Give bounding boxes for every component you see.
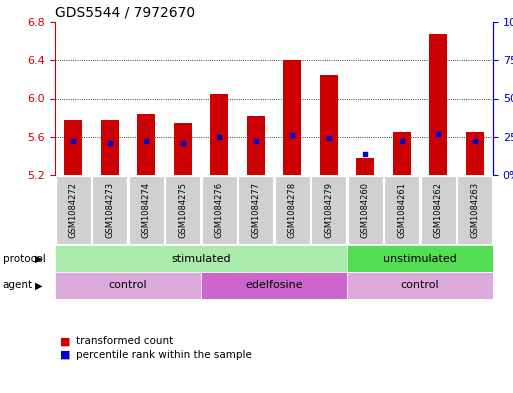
Bar bbox=[210, 94, 228, 175]
Text: control: control bbox=[109, 281, 147, 290]
Bar bbox=[466, 132, 484, 175]
Text: protocol: protocol bbox=[3, 253, 45, 263]
Bar bbox=[165, 176, 200, 244]
Text: edelfosine: edelfosine bbox=[245, 281, 303, 290]
Text: GSM1084260: GSM1084260 bbox=[361, 182, 370, 238]
Bar bbox=[55, 245, 347, 272]
Bar bbox=[429, 35, 447, 175]
Bar bbox=[311, 176, 346, 244]
Text: GSM1084272: GSM1084272 bbox=[69, 182, 78, 238]
Text: ■: ■ bbox=[60, 350, 71, 360]
Bar bbox=[101, 121, 119, 175]
Bar bbox=[201, 272, 347, 299]
Bar bbox=[320, 75, 338, 175]
Bar bbox=[348, 176, 383, 244]
Bar bbox=[356, 158, 374, 175]
Text: GSM1084262: GSM1084262 bbox=[434, 182, 443, 238]
Text: GSM1084274: GSM1084274 bbox=[142, 182, 151, 238]
Text: GSM1084278: GSM1084278 bbox=[288, 182, 297, 238]
Bar bbox=[347, 245, 493, 272]
Text: GSM1084261: GSM1084261 bbox=[397, 182, 406, 238]
Bar bbox=[173, 123, 192, 175]
Bar bbox=[238, 176, 273, 244]
Text: GSM1084273: GSM1084273 bbox=[105, 182, 114, 238]
Text: agent: agent bbox=[3, 281, 33, 290]
Bar bbox=[56, 176, 91, 244]
Text: transformed count: transformed count bbox=[75, 336, 173, 346]
Bar bbox=[137, 114, 155, 175]
Text: control: control bbox=[401, 281, 439, 290]
Bar bbox=[247, 116, 265, 175]
Text: ■: ■ bbox=[60, 336, 71, 346]
Bar bbox=[64, 119, 83, 175]
Bar bbox=[129, 176, 164, 244]
Bar bbox=[392, 132, 411, 175]
Text: ▶: ▶ bbox=[34, 253, 42, 263]
Bar bbox=[457, 176, 492, 244]
Bar bbox=[55, 272, 201, 299]
Bar bbox=[92, 176, 127, 244]
Text: GSM1084276: GSM1084276 bbox=[215, 182, 224, 238]
Bar bbox=[384, 176, 419, 244]
Text: GSM1084279: GSM1084279 bbox=[324, 182, 333, 238]
Text: unstimulated: unstimulated bbox=[383, 253, 457, 263]
Text: GSM1084263: GSM1084263 bbox=[470, 182, 479, 238]
Text: GSM1084277: GSM1084277 bbox=[251, 182, 260, 238]
Text: ▶: ▶ bbox=[34, 281, 42, 290]
Bar bbox=[202, 176, 237, 244]
Text: percentile rank within the sample: percentile rank within the sample bbox=[75, 350, 251, 360]
Text: GSM1084275: GSM1084275 bbox=[178, 182, 187, 238]
Text: stimulated: stimulated bbox=[171, 253, 231, 263]
Text: GDS5544 / 7972670: GDS5544 / 7972670 bbox=[55, 5, 195, 19]
Bar bbox=[275, 176, 310, 244]
Bar bbox=[347, 272, 493, 299]
Bar bbox=[283, 60, 301, 175]
Bar bbox=[421, 176, 456, 244]
